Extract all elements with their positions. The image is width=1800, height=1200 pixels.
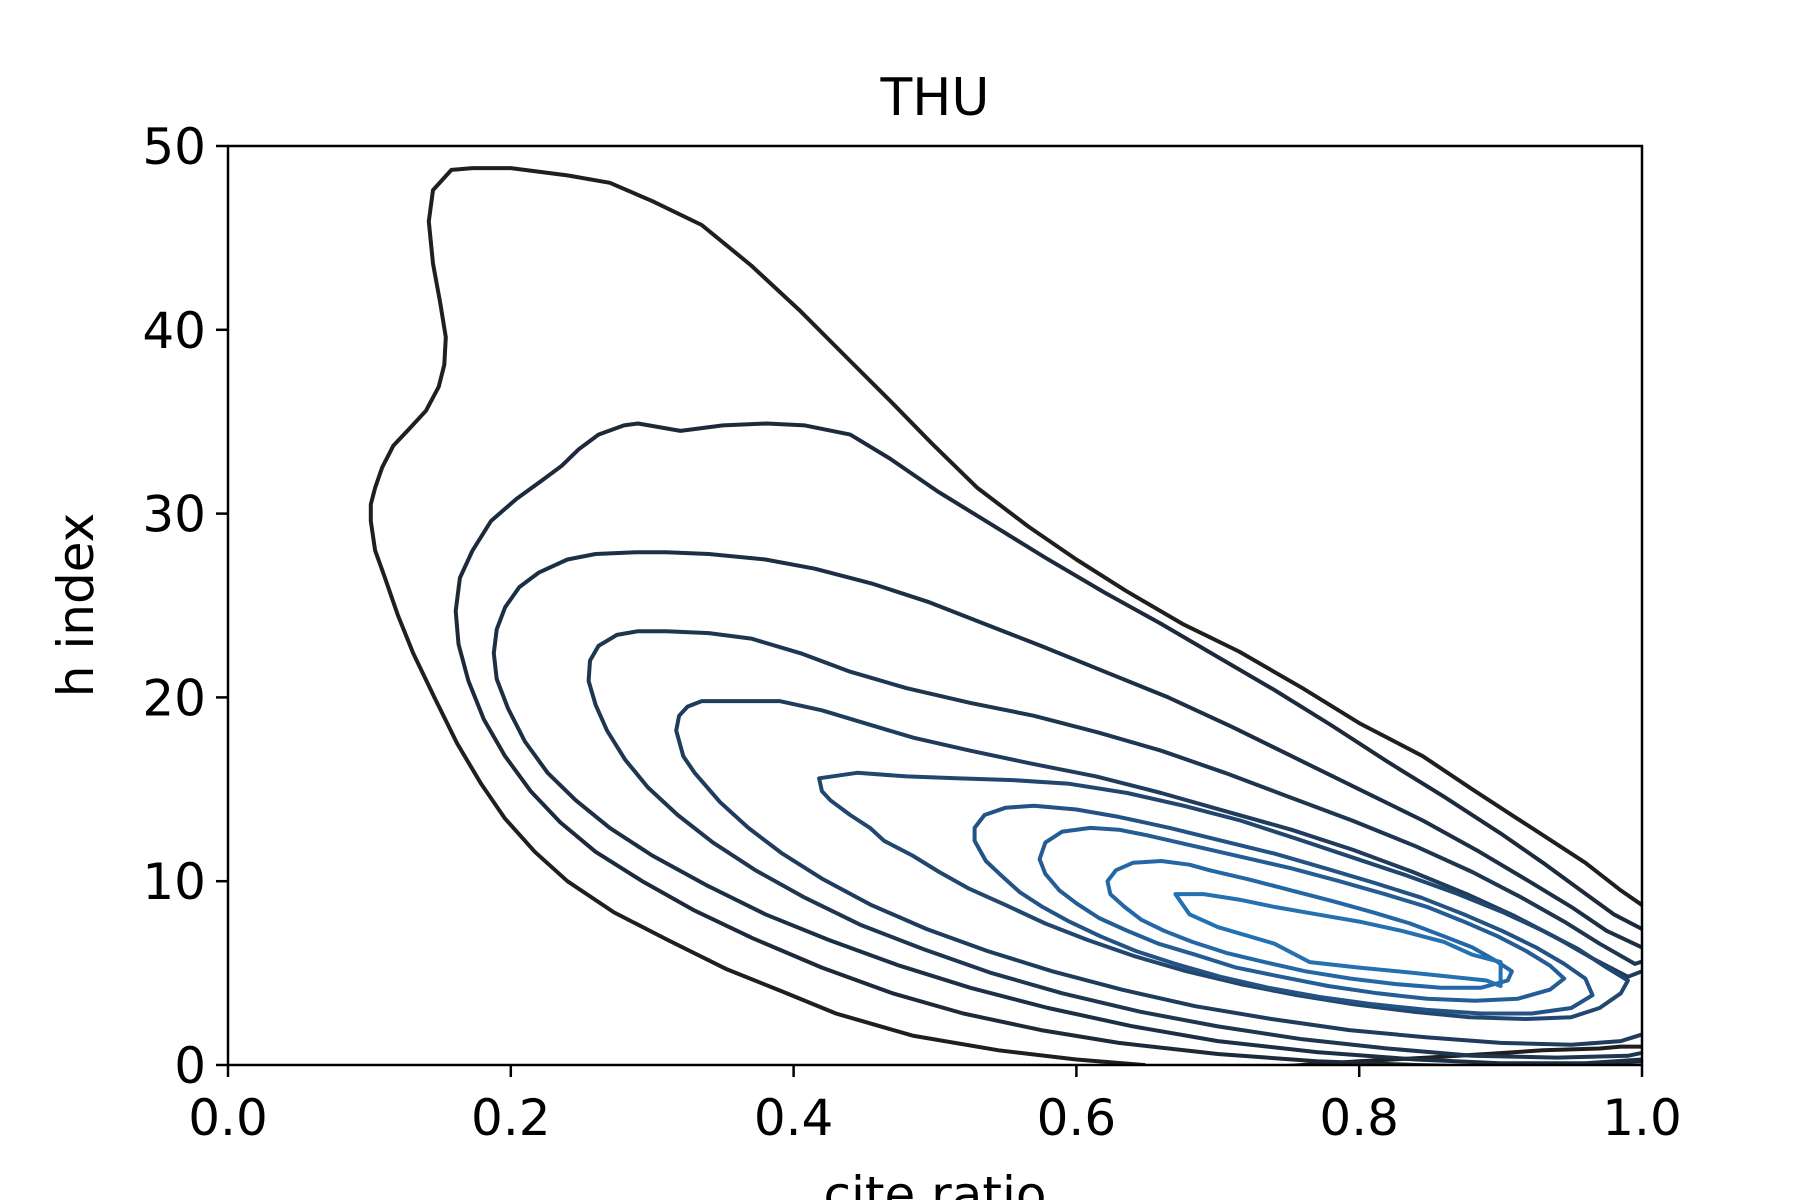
- contour-level-10: [1173, 892, 1503, 988]
- y-axis-label: h index: [47, 513, 105, 697]
- contour-level-8: [1037, 825, 1567, 1003]
- x-tick-label: 0.2: [471, 1089, 551, 1147]
- x-tick-label: 1.0: [1602, 1089, 1682, 1147]
- x-tick-label: 0.6: [1037, 1089, 1117, 1147]
- y-tick-label: 40: [142, 302, 206, 360]
- contour-level-1: [368, 166, 1642, 1065]
- contour-level-6: [817, 770, 1630, 1021]
- chart-title: THU: [880, 68, 990, 128]
- y-tick-label: 30: [142, 486, 206, 544]
- y-tick-label: 20: [142, 669, 206, 727]
- x-tick-label: 0.4: [754, 1089, 834, 1147]
- contour-level-2: [453, 421, 1642, 1065]
- y-tick-label: 50: [142, 118, 206, 176]
- y-tick-label: 10: [142, 853, 206, 911]
- x-axis: 0.0 0.2 0.4 0.6 0.8 1.0: [188, 1065, 1682, 1147]
- plot-frame: [226, 144, 1644, 1067]
- contour-level-9: [1105, 859, 1514, 990]
- contour-level-7: [972, 803, 1595, 1016]
- contour-level-4: [586, 629, 1642, 1060]
- contour-levels: [368, 166, 1642, 1065]
- y-tick-label: 0: [174, 1037, 206, 1095]
- x-tick-label: 0.0: [188, 1089, 268, 1147]
- contour-level-5: [674, 699, 1642, 1047]
- x-axis-label: cite ratio: [824, 1166, 1047, 1200]
- contour-level-3: [491, 550, 1642, 1065]
- y-axis: 0 10 20 30 40 50: [142, 118, 228, 1095]
- x-tick-label: 0.8: [1319, 1089, 1399, 1147]
